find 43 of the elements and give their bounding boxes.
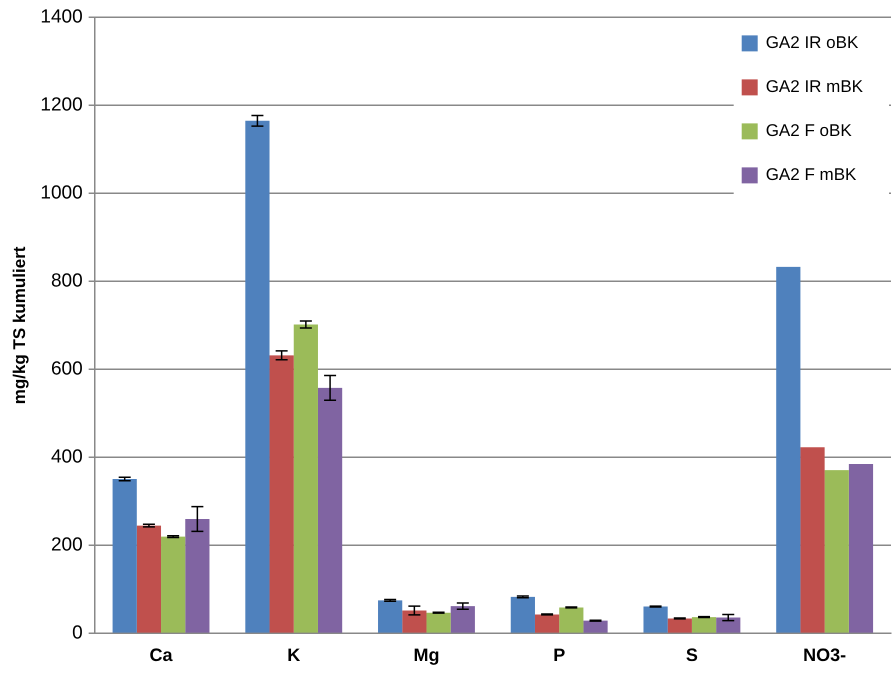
bar [534,614,560,633]
bar [270,355,294,633]
y-tick-label: 0 [72,622,83,644]
bar [559,607,584,633]
bar [716,618,740,633]
x-tick-label: Mg [413,645,440,666]
legend-label: GA2 IR oBK [766,33,859,52]
bar [510,596,535,633]
bar [692,617,716,633]
x-tick-label: K [287,645,300,666]
y-tick-label: 400 [50,446,83,468]
bar [245,120,270,633]
y-tick-label: 1000 [40,182,83,204]
bar [136,526,162,633]
bar [112,478,137,633]
bar [318,388,342,633]
bar [185,519,210,633]
bar [776,266,800,633]
bar [426,612,451,633]
bar [824,470,849,633]
y-tick-label: 800 [50,270,83,292]
bar [402,610,426,633]
y-tick-label: 600 [50,358,83,380]
bar [294,324,318,633]
x-tick-label: S [686,645,698,666]
bar [643,606,668,633]
legend-label: GA2 F mBK [766,165,858,184]
bar [583,620,608,633]
bar [161,536,186,633]
legend-label: GA2 IR mBK [766,77,864,96]
bar [668,618,692,633]
y-tick-label: 1200 [40,94,83,116]
y-tick-label: 1400 [40,6,83,28]
x-tick-label: Ca [150,645,174,666]
bar [800,447,825,633]
bar [848,464,874,633]
bar [450,606,475,633]
x-tick-label: P [553,645,566,666]
y-axis-title: mg/kg TS kumuliert [10,246,29,404]
legend-label: GA2 F oBK [766,121,852,140]
y-tick-label: 200 [50,534,83,556]
x-tick-label: NO3- [803,645,846,666]
bar [378,600,402,633]
